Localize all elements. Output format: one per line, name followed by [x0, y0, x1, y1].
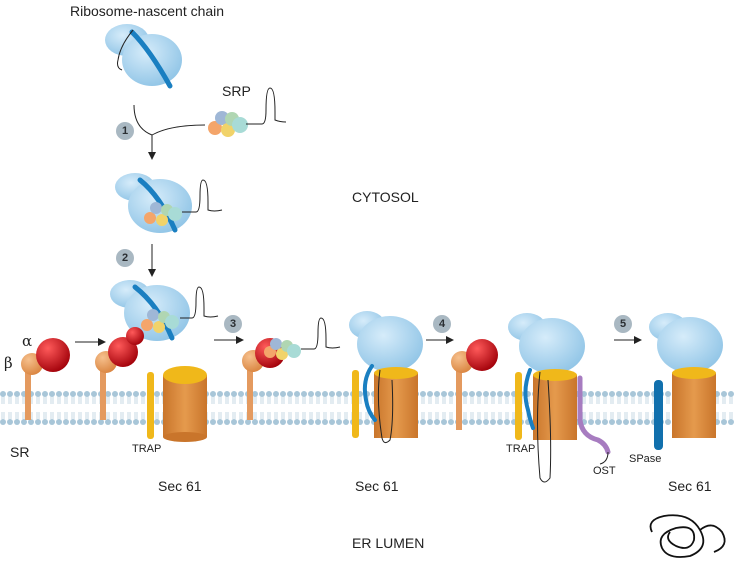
ribosome-srp-docking: [110, 280, 219, 341]
alpha-label: α: [22, 332, 33, 350]
step-2-badge: 2: [116, 249, 134, 267]
ribosome-srp-complex: [115, 173, 223, 233]
er-lumen-label: ER LUMEN: [352, 535, 425, 551]
sec61-label-3: Sec 61: [668, 478, 712, 494]
ribosome-nascent-chain-label: Ribosome-nascent chain: [70, 3, 225, 19]
srp-label: SRP: [222, 83, 251, 99]
step-5-badge: 5: [614, 315, 632, 333]
step-1-badge: 1: [116, 122, 134, 140]
cytosol-label: CYTOSOL: [352, 189, 419, 205]
sr-recycled: [451, 339, 498, 430]
trap-protein: [147, 372, 154, 439]
sec61-channel: [163, 366, 207, 442]
ribosome-sec61-complex-3: [649, 313, 723, 450]
trap-label-2: TRAP: [506, 443, 536, 455]
signal-recognition-receptor: [21, 338, 70, 420]
sr-label: SR: [10, 444, 30, 460]
ribosome-sec61-complex-1: [349, 311, 423, 444]
step-3-badge: 3: [224, 315, 242, 333]
sr-bound-complex: [95, 327, 144, 420]
sec61-label-2: Sec 61: [355, 478, 399, 494]
step-4-badge: 4: [433, 315, 451, 333]
spase-label: SPase: [629, 453, 662, 465]
ribosome-nascent-chain: [105, 24, 182, 89]
ost-label: OST: [593, 465, 616, 477]
trap-label-1: TRAP: [132, 443, 162, 455]
srp-particle: [208, 87, 287, 137]
sec61-label-1: Sec 61: [158, 478, 202, 494]
sr-srp-complex: [242, 317, 341, 420]
ribosome-sec61-complex-2: [508, 313, 611, 483]
beta-label: β: [4, 354, 13, 372]
folded-protein: [649, 514, 726, 558]
